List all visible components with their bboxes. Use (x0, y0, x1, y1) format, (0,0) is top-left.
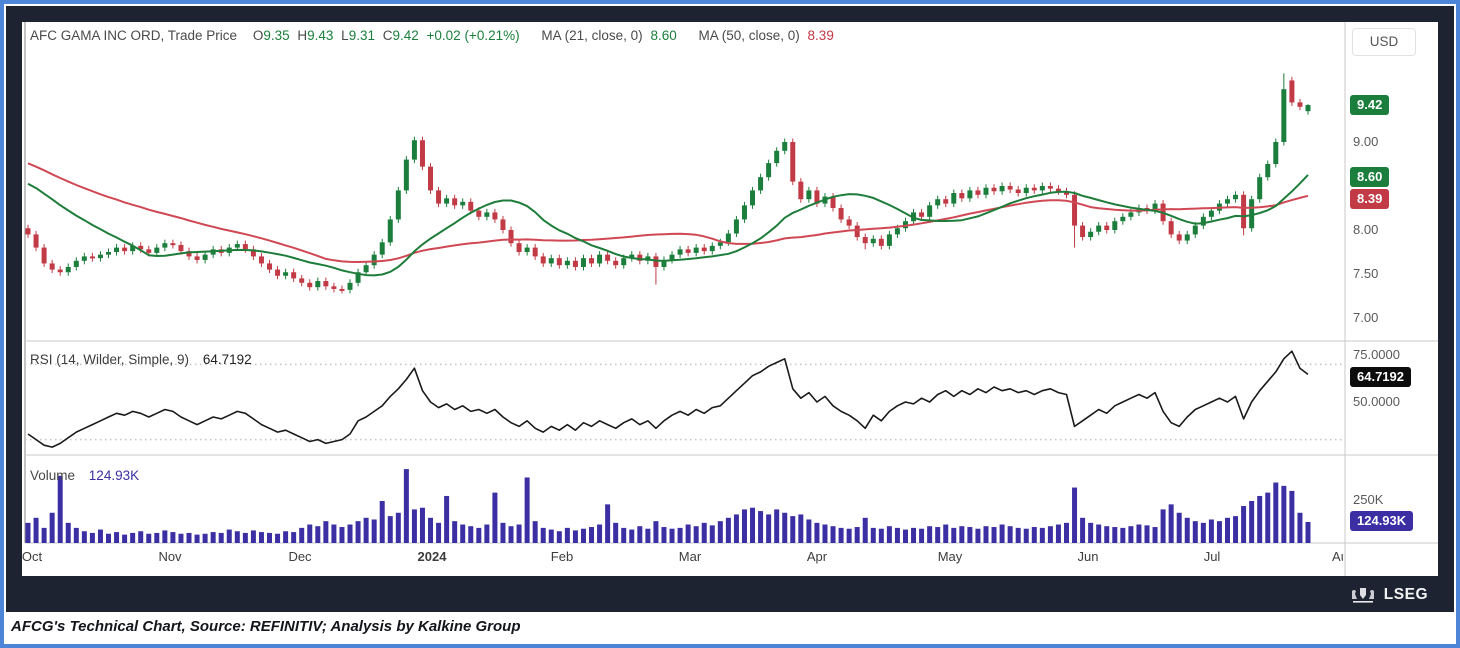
volume-pane-title: Volume 124.93K (30, 468, 139, 483)
month-label-nov: Nov (158, 549, 182, 564)
rsi-current-value: 64.7192 (202, 352, 252, 367)
price-badge-8.39: 8.39 (1350, 189, 1390, 209)
close-value: 9.42 (392, 28, 419, 43)
chart-surface[interactable]: AFC GAMA INC ORD, Trade Price O9.35 H9.4… (22, 22, 1438, 576)
rsi-title: RSI (14, Wilder, Simple, 9) (30, 352, 190, 367)
currency-label: USD (1352, 28, 1416, 56)
month-label-may: May (937, 549, 963, 564)
month-label-mar: Mar (678, 549, 702, 564)
price-badge-9.42: 9.42 (1350, 95, 1390, 115)
ma50-label: MA (50, close, 0) (698, 28, 800, 43)
volume-title: Volume (30, 468, 76, 483)
lseg-logo-text: LSEG (1383, 586, 1428, 603)
volume-badge: 124.93K (1350, 511, 1414, 531)
rsi-badge: 64.7192 (1350, 367, 1411, 387)
rsi-pane-title: RSI (14, Wilder, Simple, 9) 64.7192 (30, 352, 252, 367)
instrument-name: AFC GAMA INC ORD, Trade Price (30, 28, 238, 43)
ma21-label: MA (21, close, 0) (541, 28, 643, 43)
lseg-crest-icon (1351, 587, 1374, 603)
month-label-dec: Dec (288, 549, 312, 564)
change-value: +0.02 (+0.21%) (426, 28, 520, 43)
month-label-apr: Apr (806, 549, 828, 564)
low-label: L (341, 28, 349, 43)
price-axis-gutter: USD 9.00 8.00 7.50 7.00 9.42 8.60 8.39 75.0000 5… (1345, 22, 1438, 576)
month-label-jun: Jun (1077, 549, 1099, 564)
volume-current-value: 124.93K (88, 468, 140, 483)
ma50-value: 8.39 (807, 28, 834, 43)
open-label: O (252, 28, 264, 43)
open-value: 9.35 (263, 28, 290, 43)
close-label: C (382, 28, 393, 43)
chart-canvas[interactable] (22, 22, 1438, 576)
ma21-value: 8.60 (650, 28, 677, 43)
chart-header: AFC GAMA INC ORD, Trade Price O9.35 H9.4… (30, 28, 838, 43)
month-label-oct: Oct (22, 549, 43, 564)
lseg-logo: LSEG (1349, 583, 1428, 607)
price-badge-8.60: 8.60 (1350, 167, 1390, 187)
month-label-jul: Jul (1203, 549, 1221, 564)
price-tick-7.50: 7.50 (1353, 266, 1379, 281)
chart-caption: AFCG's Technical Chart, Source: REFINITI… (4, 612, 1456, 644)
month-label-2024: 2024 (417, 549, 447, 564)
volume-tick-250K: 250K (1353, 492, 1384, 507)
rsi-tick-50.0000: 50.0000 (1353, 394, 1400, 409)
rsi-tick-75.0000: 75.0000 (1353, 347, 1400, 362)
month-label-au: Au (1332, 549, 1343, 564)
high-value: 9.43 (307, 28, 334, 43)
low-value: 9.31 (348, 28, 375, 43)
time-axis: Oct Nov Dec 2024 Feb Mar Apr May Jun Jul Au (22, 544, 1343, 570)
price-tick-7.00: 7.00 (1353, 310, 1379, 325)
price-tick-9.00: 9.00 (1353, 134, 1379, 149)
price-tick-8.00: 8.00 (1353, 222, 1379, 237)
month-label-feb: Feb (550, 549, 574, 564)
high-label: H (297, 28, 308, 43)
